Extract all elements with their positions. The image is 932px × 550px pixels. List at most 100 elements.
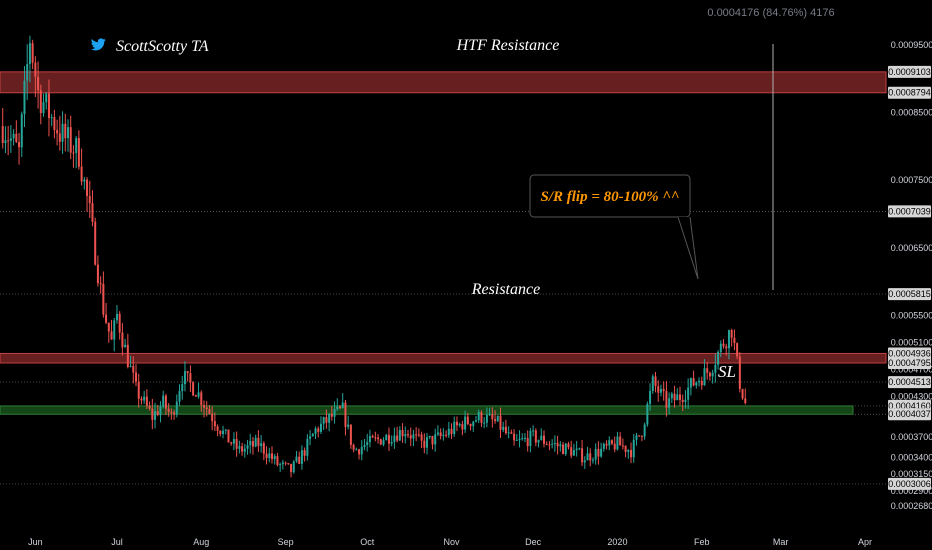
candle-up (154, 411, 157, 420)
candle-up (178, 391, 181, 402)
candle-down (407, 434, 409, 436)
price-axis[interactable]: 0.0009500 0.0008500 0.0007500 0.0006500 0.00… (888, 40, 932, 511)
candle-up (398, 429, 401, 441)
candle-down (213, 421, 216, 427)
candle-down (387, 434, 390, 444)
candle-down (733, 337, 736, 344)
candle-down (192, 382, 195, 396)
candle-down (88, 196, 91, 204)
candle-down (679, 394, 681, 401)
candle-down (164, 395, 167, 409)
candle-up (246, 445, 249, 449)
candle-up (447, 428, 450, 436)
candle-down (118, 313, 121, 333)
candle-down (151, 408, 154, 420)
candle-up (4, 140, 7, 143)
price-tag-box (888, 477, 931, 490)
candle-down (205, 407, 208, 410)
candle-up (23, 80, 26, 115)
candle-up (537, 439, 540, 443)
price-tag-label: 0.0004795 (888, 358, 931, 368)
candle-up (366, 442, 369, 445)
candle-down (37, 76, 40, 91)
candle-up (385, 434, 388, 441)
candle-down (34, 62, 37, 77)
candle-down (415, 434, 418, 436)
candle-up (279, 464, 282, 466)
candle-up (292, 461, 295, 473)
candle-down (548, 444, 551, 446)
candles (1, 35, 747, 478)
candle-down (211, 413, 214, 422)
candle-down (417, 434, 420, 436)
y-tick-label: 0.0003400 (891, 452, 932, 462)
candle-down (135, 372, 137, 382)
candle-down (137, 381, 140, 399)
x-tick-label: Oct (360, 537, 375, 547)
candle-up (523, 437, 526, 439)
candle-up (668, 398, 671, 408)
price-tag-label: 0.0009103 (888, 67, 931, 77)
candle-up (314, 428, 317, 434)
price-tag-box (888, 86, 931, 99)
candle-up (175, 401, 178, 415)
price-tag-box (888, 288, 931, 301)
candle-down (377, 437, 380, 440)
candle-down (99, 283, 102, 285)
candle-up (434, 434, 437, 445)
candle-down (722, 343, 725, 347)
candle-up (355, 449, 358, 451)
candle-down (455, 421, 458, 426)
candle-down (543, 435, 545, 444)
candle-up (336, 406, 339, 410)
candle-down (208, 409, 211, 414)
candle-up (143, 396, 146, 401)
candle-down (200, 392, 203, 406)
candle-up (551, 443, 554, 445)
candle-up (475, 420, 477, 422)
candle-up (183, 371, 186, 385)
candle-up (717, 352, 720, 365)
candle-up (646, 403, 649, 425)
candle-up (676, 394, 679, 401)
candle-down (96, 264, 99, 284)
candle-down (605, 443, 608, 446)
y-tick-label: 0.0004700 (891, 364, 932, 374)
y-tick-label: 0.0002680 (891, 501, 932, 511)
price-tag-label: 0.0003006 (888, 479, 931, 489)
candle-down (64, 123, 67, 139)
candle-up (488, 414, 491, 416)
candle-down (18, 141, 21, 148)
candle-up (341, 402, 344, 409)
candle-up (719, 343, 722, 353)
candle-down (94, 221, 97, 265)
y-tick-label: 0.0006500 (891, 243, 932, 253)
candle-down (251, 441, 254, 447)
candle-down (276, 456, 279, 465)
candle-up (651, 376, 654, 391)
candle-up (426, 437, 429, 448)
candle-down (53, 117, 56, 131)
candle-down (499, 415, 502, 430)
candle-down (597, 448, 600, 457)
candle-down (624, 445, 627, 452)
time-axis[interactable]: Jun Jul Aug Sep Oct Nov Dec 2020 Feb Mar Apr (28, 537, 872, 547)
candle-down (379, 439, 382, 445)
price-tag-box (888, 357, 931, 370)
candle-down (494, 419, 497, 422)
callout-box[interactable]: S/R flip = 80-100% ^^ (529, 174, 699, 280)
candle-down (173, 412, 176, 415)
candle-up (727, 330, 730, 349)
candle-up (26, 64, 29, 81)
candle-up (575, 448, 578, 451)
price-tag-box (888, 65, 931, 78)
candle-up (532, 430, 535, 432)
candle-up (322, 417, 325, 424)
candle-down (640, 435, 643, 437)
candle-up (390, 441, 393, 444)
candle-up (616, 436, 619, 450)
candle-down (203, 405, 205, 408)
candle-down (140, 398, 143, 401)
candle-down (194, 395, 197, 397)
